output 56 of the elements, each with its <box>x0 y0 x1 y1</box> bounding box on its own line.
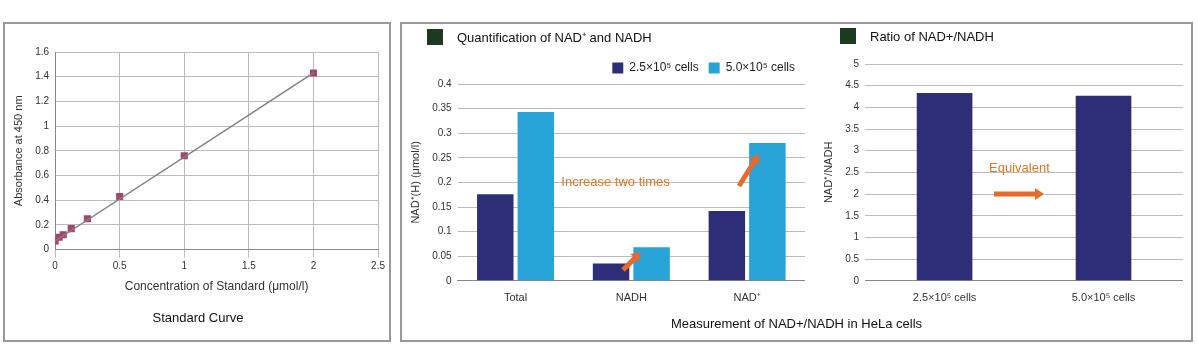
y-tick-label: 2 <box>853 187 860 199</box>
y-axis-title: NAD⁺(H) (μmol/l) <box>408 141 421 224</box>
x-tick-label: 5.0×10⁵ cells <box>1071 291 1136 304</box>
y-tick-label: 0 <box>43 243 50 255</box>
x-tick-label: NAD⁺ <box>733 291 761 304</box>
bar <box>708 210 746 281</box>
y-axis-title: Absorbance at 450 nm <box>11 95 24 207</box>
y-tick-label: 0.4 <box>35 193 50 205</box>
x-tick-label: 2.5 <box>371 260 386 272</box>
y-tick-label: 2.5 <box>845 166 860 178</box>
x-tick-label: Total <box>503 291 528 304</box>
y-tick-label: 4.5 <box>845 79 860 91</box>
y-tick-label: 0.5 <box>845 252 860 264</box>
y-tick-label: 1.5 <box>845 209 860 221</box>
y-tick-label: 1.2 <box>35 95 50 107</box>
y-tick-label: 0.4 <box>437 77 453 89</box>
bar <box>517 112 555 281</box>
y-axis-title: NAD⁺/NADH <box>821 141 834 204</box>
text: Standard Curve <box>151 310 245 325</box>
x-tick-label: NADH <box>615 291 647 304</box>
y-tick-label: 0.3 <box>437 126 453 138</box>
y-tick-label: 1.4 <box>35 70 50 82</box>
x-tick-label: 1.5 <box>241 260 257 272</box>
y-tick-label: 0.15 <box>432 200 453 212</box>
annotation: Increase two times <box>561 174 670 190</box>
y-tick-label: 0.35 <box>432 102 453 114</box>
x-tick-label: 0.5 <box>112 260 128 272</box>
y-tick-label: 3 <box>853 144 860 156</box>
y-tick-label: 0.6 <box>35 169 50 181</box>
y-tick-label: 4 <box>853 101 860 113</box>
x-axis-title: Concentration of Standard (μmol/l) <box>124 279 309 294</box>
text: Measurement of NAD+/NADH in HeLa cells <box>669 316 924 331</box>
chart-title: Ratio of NAD+/NADH <box>870 28 994 44</box>
y-tick-label: 0.2 <box>437 176 453 188</box>
annotation: Equivalent <box>989 160 1050 176</box>
y-tick-label: 1.6 <box>35 45 50 57</box>
x-tick-label: 2 <box>310 260 317 272</box>
bar <box>477 194 514 281</box>
y-tick-label: 5 <box>853 57 860 69</box>
y-tick-label: 0 <box>446 274 453 286</box>
y-tick-label: 0.2 <box>35 218 50 230</box>
y-tick-label: 0.05 <box>432 249 453 261</box>
y-tick-label: 3.5 <box>845 122 860 134</box>
chart-title: Quantification of NAD⁺ and NADH <box>457 29 652 46</box>
x-tick-label: 0 <box>52 260 59 272</box>
y-tick-label: 0.1 <box>437 225 453 237</box>
y-tick-label: 0.25 <box>432 151 453 163</box>
x-tick-label: 1 <box>181 260 188 272</box>
bar <box>749 143 786 281</box>
y-tick-label: 0.8 <box>35 144 50 156</box>
y-tick-label: 0 <box>853 274 860 286</box>
legend-label: 5.0×10⁵ cells <box>725 60 796 75</box>
legend-label: 2.5×10⁵ cells <box>629 60 699 75</box>
y-tick-label: 1 <box>853 231 860 243</box>
x-tick-label: 2.5×10⁵ cells <box>912 291 977 304</box>
y-tick-label: 1 <box>43 119 50 131</box>
